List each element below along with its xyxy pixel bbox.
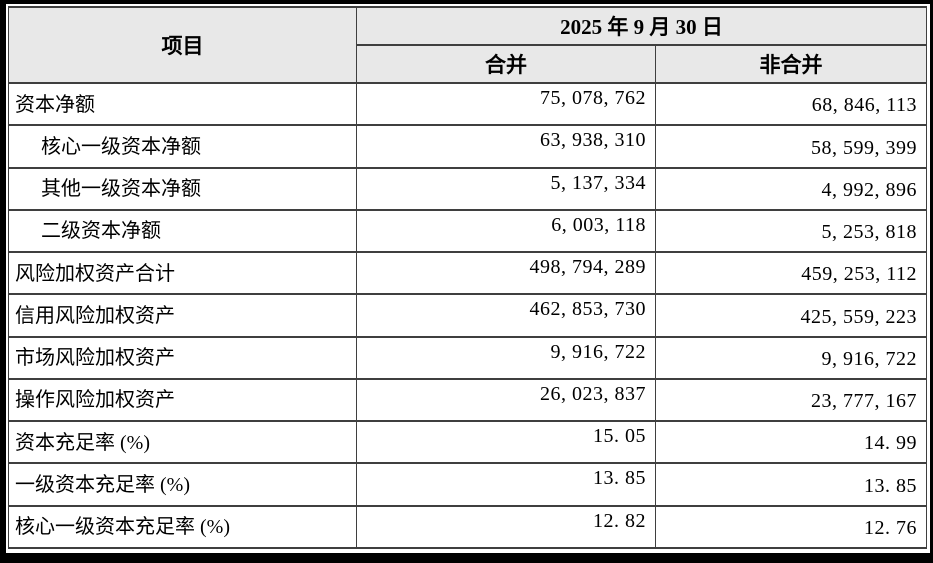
row-label: 风险加权资产合计 — [8, 251, 357, 296]
value-unconsolidated: 12. 76 — [655, 504, 927, 550]
capital-adequacy-table: 项目 2025 年 9 月 30 日 合并 非合并 资本净额 75, 078, … — [8, 6, 927, 550]
table-row: 核心一级资本净额 63, 938, 310 58, 599, 399 — [8, 124, 927, 169]
value-consolidated: 6, 003, 118 — [356, 208, 656, 254]
table-row: 核心一级资本充足率 (%) 12. 82 12. 76 — [8, 504, 927, 550]
value-consolidated: 63, 938, 310 — [356, 124, 656, 169]
value-consolidated: 5, 137, 334 — [356, 166, 656, 211]
row-label: 核心一级资本净额 — [8, 124, 357, 169]
value-consolidated: 462, 853, 730 — [356, 293, 656, 338]
value-consolidated: 12. 82 — [356, 504, 656, 550]
value-unconsolidated: 13. 85 — [655, 462, 927, 507]
header-row-columns: 合并 非合并 — [9, 44, 927, 84]
value-consolidated: 9, 916, 722 — [356, 335, 656, 380]
value-unconsolidated: 58, 599, 399 — [655, 124, 927, 169]
table-row: 操作风险加权资产 26, 023, 837 23, 777, 167 — [8, 377, 927, 423]
row-label: 资本净额 — [8, 81, 357, 127]
table-row: 信用风险加权资产 462, 853, 730 425, 559, 223 — [8, 293, 927, 338]
value-unconsolidated: 14. 99 — [655, 420, 927, 465]
value-consolidated: 13. 85 — [356, 462, 656, 507]
row-label: 市场风险加权资产 — [8, 335, 357, 380]
row-label: 资本充足率 (%) — [8, 420, 357, 465]
row-label: 信用风险加权资产 — [8, 293, 357, 338]
table-row: 其他一级资本净额 5, 137, 334 4, 992, 896 — [8, 166, 927, 211]
table-row: 市场风险加权资产 9, 916, 722 9, 916, 722 — [8, 335, 927, 380]
value-consolidated: 15. 05 — [356, 420, 656, 465]
value-unconsolidated: 5, 253, 818 — [655, 208, 927, 254]
header-row-date: 项目 2025 年 9 月 30 日 — [8, 6, 927, 84]
row-label: 其他一级资本净额 — [8, 166, 357, 211]
row-label: 操作风险加权资产 — [8, 377, 357, 423]
value-unconsolidated: 23, 777, 167 — [655, 377, 927, 423]
value-consolidated: 75, 078, 762 — [356, 81, 656, 127]
table-row: 资本充足率 (%) 15. 05 14. 99 — [8, 420, 927, 465]
value-unconsolidated: 68, 846, 113 — [655, 81, 927, 127]
value-consolidated: 26, 023, 837 — [356, 377, 656, 423]
value-consolidated: 498, 794, 289 — [356, 251, 656, 296]
header-item: 项目 — [8, 6, 357, 84]
value-unconsolidated: 459, 253, 112 — [655, 251, 927, 296]
header-unconsolidated: 非合并 — [655, 44, 927, 84]
value-unconsolidated: 4, 992, 896 — [655, 166, 927, 211]
table-row: 风险加权资产合计 498, 794, 289 459, 253, 112 — [8, 251, 927, 296]
table-row: 一级资本充足率 (%) 13. 85 13. 85 — [8, 462, 927, 507]
header-date: 2025 年 9 月 30 日 — [356, 6, 927, 46]
row-label: 核心一级资本充足率 (%) — [8, 504, 357, 550]
row-label: 二级资本净额 — [8, 208, 357, 254]
header-consolidated: 合并 — [356, 44, 656, 84]
table-row: 资本净额 75, 078, 762 68, 846, 113 — [8, 81, 927, 127]
value-unconsolidated: 425, 559, 223 — [655, 293, 927, 338]
value-unconsolidated: 9, 916, 722 — [655, 335, 927, 380]
row-label: 一级资本充足率 (%) — [8, 462, 357, 507]
table-row: 二级资本净额 6, 003, 118 5, 253, 818 — [8, 208, 927, 254]
